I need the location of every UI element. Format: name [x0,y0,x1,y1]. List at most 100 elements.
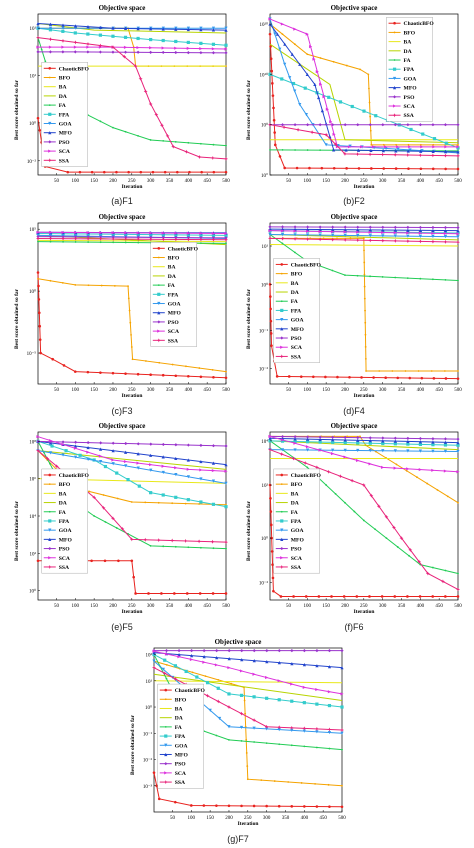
data-point [98,236,103,241]
data-point [187,546,190,549]
data-point [73,40,78,45]
data-point [265,727,269,731]
data-point [48,28,53,32]
data-point [260,779,263,782]
x-tick-label: 250 [244,816,252,821]
data-point [137,484,141,488]
series-fpa [268,439,460,447]
data-point [419,149,423,153]
x-tick-label: 300 [147,179,155,184]
x-tick-label: 300 [379,604,387,609]
data-point [61,26,65,30]
data-point [292,595,295,598]
data-point [430,153,435,158]
legend-label: ChaoticBFO [59,66,90,72]
data-point [318,435,322,439]
data-point [325,484,328,486]
chart-svg: 50 100 150 200 250 300 350 400 450 500 10¹ 10¹ 10⁰ 10… [27,13,230,184]
data-point [124,232,128,236]
data-point [272,118,276,122]
data-point [315,664,319,668]
legend-label: GOA [168,302,181,308]
data-point [369,115,372,118]
legend-marker [164,725,167,728]
legend-label: BFO [168,256,180,262]
legend-label: DA [291,501,299,507]
data-point [228,738,230,741]
data-point [343,237,348,242]
data-point [381,228,385,232]
data-point [78,453,82,457]
data-point [51,357,54,361]
data-point [211,42,216,46]
data-point [74,230,78,235]
x-tick-label: 100 [72,604,80,609]
data-point [112,241,115,244]
data-point [205,681,210,685]
data-point [211,28,216,32]
data-point [396,546,399,548]
data-point [421,132,425,136]
data-point [38,128,42,132]
data-point [110,45,115,50]
series-mfo [36,21,228,32]
legend-label: GOA [404,76,417,82]
data-point [230,682,233,685]
legend-marker [280,308,284,313]
data-point [197,155,202,160]
data-point [62,364,66,367]
legend-marker [280,300,283,303]
data-point [278,47,282,51]
legend-label: PSO [291,336,303,342]
panel-caption: (b)F2 [343,196,365,206]
data-point [110,516,115,521]
data-point [199,51,203,55]
data-point [300,782,303,784]
legend-label: MFO [59,131,73,137]
data-point [303,460,308,465]
data-point [185,592,189,595]
data-point [37,240,39,243]
x-tick-label: 50 [54,179,60,184]
data-point [269,497,272,500]
data-point [280,22,285,26]
data-point [183,538,188,543]
data-point [306,440,310,444]
data-point [431,468,435,472]
series-da [153,673,343,701]
data-point [315,746,318,749]
data-point [271,563,274,566]
legend-marker [48,519,52,523]
data-point [431,228,435,233]
data-point [173,592,176,595]
x-tick-label: 100 [72,179,80,184]
y-axis-label: Best score obtained so far [14,288,20,349]
y-tick-label: 10¹⁰ [259,72,268,78]
legend-label: ChaoticBFO [175,688,206,694]
series-da [269,440,459,451]
data-point [147,592,150,595]
data-point [129,321,132,324]
data-point [332,132,336,136]
data-point [443,225,448,230]
series-bfo [269,23,459,146]
data-point [313,82,317,87]
data-point [186,475,190,479]
data-point [122,54,127,59]
data-point [293,441,297,445]
data-point [456,470,460,474]
data-point [265,804,268,808]
legend-label: MFO [404,86,418,92]
data-point [444,279,447,281]
data-point [418,442,422,446]
x-axis-label: Iteration [353,184,375,190]
data-point [293,251,296,254]
data-point [195,675,199,679]
series-line-pso [269,226,459,229]
data-point [205,693,210,698]
data-point [431,231,435,235]
data-point [174,466,178,470]
data-point [361,483,366,488]
data-point [124,441,128,446]
data-point [130,346,133,348]
